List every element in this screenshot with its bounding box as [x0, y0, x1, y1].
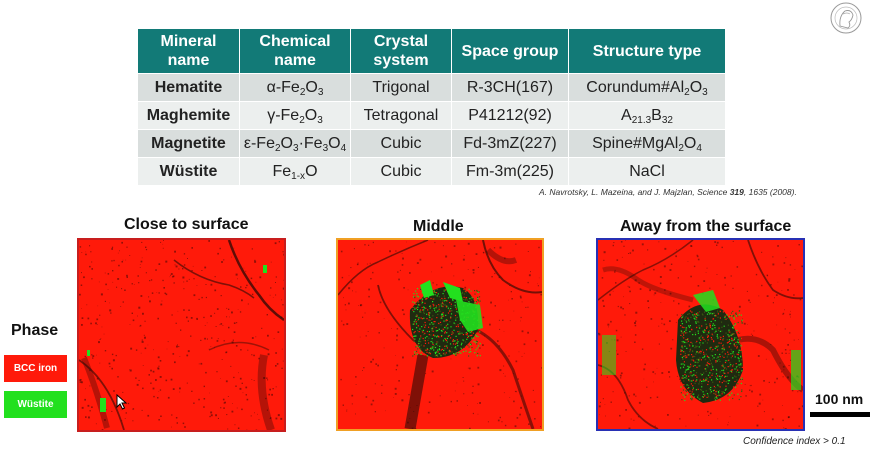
- structure-type-cell: NaCl: [568, 157, 725, 185]
- table-row: Hematite α-Fe2O3 Trigonal R-3CH(167) Cor…: [138, 73, 725, 102]
- mineral-name-cell: Hematite: [138, 73, 240, 102]
- phase-map-image: [338, 240, 542, 429]
- table-row: Magnetite ε-Fe2O3·Fe3O4 Cubic Fd-3mZ(227…: [138, 129, 725, 158]
- crystal-system-cell: Trigonal: [350, 73, 452, 102]
- chemical-name-cell: ε-Fe2O3·Fe3O4: [239, 129, 351, 158]
- space-group-cell: P41212(92): [451, 101, 569, 130]
- crystal-system-cell: Cubic: [350, 157, 452, 185]
- structure-type-cell: A21.3B32: [568, 101, 725, 130]
- mineral-name-cell: Magnetite: [138, 129, 240, 158]
- mouse-pointer-icon: [116, 394, 128, 410]
- table-row: Maghemite γ-Fe2O3 Tetragonal P41212(92) …: [138, 101, 725, 130]
- panel-title-away-from-surface: Away from the surface: [620, 218, 792, 235]
- phase-map-middle: [336, 238, 544, 431]
- chemical-name-cell: γ-Fe2O3: [239, 101, 351, 130]
- phase-map-close-to-surface: [77, 238, 286, 432]
- mineral-name-cell: Wüstite: [138, 157, 240, 185]
- header-mineral-name: Mineral name: [138, 29, 240, 74]
- table-row: Wüstite Fe1-xO Cubic Fm-3m(225) NaCl: [138, 157, 725, 185]
- crystal-system-cell: Cubic: [350, 129, 452, 158]
- space-group-cell: Fm-3m(225): [451, 157, 569, 185]
- panel-title-middle: Middle: [413, 218, 464, 235]
- confidence-note: Confidence index > 0.1: [743, 436, 846, 447]
- structure-type-cell: Corundum#Al2O3: [568, 73, 725, 102]
- header-chemical-name: Chemical name: [239, 29, 351, 74]
- minerva-logo-icon: [830, 2, 862, 34]
- header-space-group: Space group: [451, 29, 569, 74]
- phase-map-image: [598, 240, 803, 429]
- legend-item-wustite: Wüstite: [4, 391, 67, 418]
- legend-item-bcc-iron: BCC iron: [4, 355, 67, 382]
- structure-type-cell: Spine#MgAl2O4: [568, 129, 725, 158]
- space-group-cell: R-3CH(167): [451, 73, 569, 102]
- phase-map-away-from-surface: [596, 238, 805, 431]
- chemical-name-cell: α-Fe2O3: [239, 73, 351, 102]
- space-group-cell: Fd-3mZ(227): [451, 129, 569, 158]
- mineral-name-cell: Maghemite: [138, 101, 240, 130]
- header-structure-type: Structure type: [568, 29, 725, 74]
- phase-map-image: [79, 240, 284, 430]
- header-crystal-system: Crystal system: [350, 29, 452, 74]
- legend-title: Phase: [11, 322, 59, 339]
- scale-bar-label: 100 nm: [815, 391, 864, 407]
- citation: A. Navrotsky, L. Mazeina, and J. Majzlan…: [539, 187, 797, 197]
- scale-bar: [810, 412, 870, 417]
- mineral-table: Mineral name Chemical name Crystal system S…: [138, 29, 725, 185]
- table-header-row: Mineral name Chemical name Crystal system S…: [138, 29, 725, 74]
- crystal-system-cell: Tetragonal: [350, 101, 452, 130]
- panel-title-close-to-surface: Close to surface: [124, 216, 249, 233]
- chemical-name-cell: Fe1-xO: [239, 157, 351, 185]
